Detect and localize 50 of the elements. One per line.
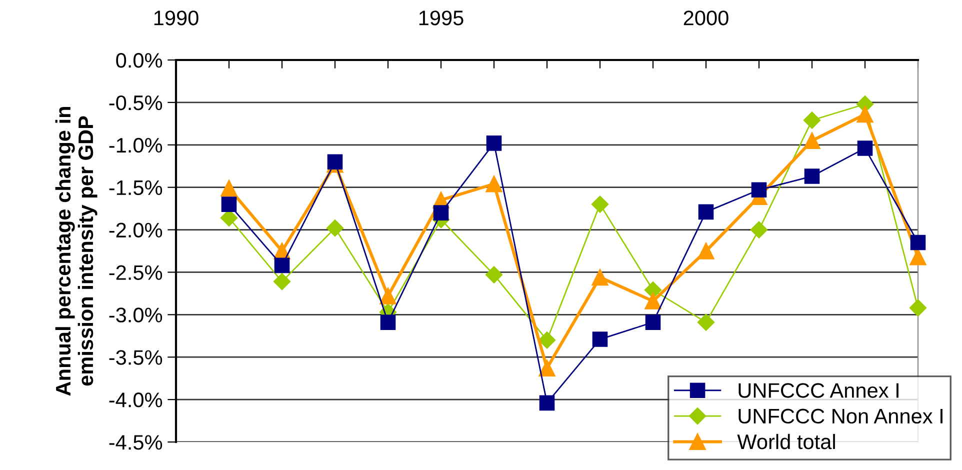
y-tick-label: -2.5%: [109, 265, 162, 280]
point: [591, 196, 609, 213]
point: [486, 176, 502, 192]
point: [433, 205, 449, 220]
point: [697, 314, 715, 331]
point: [221, 196, 237, 212]
legend-label: UNFCCC Annex I: [738, 383, 898, 398]
point: [538, 332, 556, 349]
legend-label: UNFCCC Non Annex I: [738, 408, 942, 424]
x-tick-label: 2000: [684, 10, 728, 26]
point: [326, 220, 344, 237]
point: [539, 395, 555, 411]
point: [698, 242, 714, 260]
y-tick-label: -1.5%: [109, 180, 162, 196]
point: [910, 234, 926, 250]
x-tick-label: 1995: [419, 10, 464, 26]
y-axis-title: Annual percentage change in emission intensity per GDP: [55, 106, 98, 396]
point: [803, 112, 821, 129]
point: [592, 268, 608, 286]
point: [909, 299, 927, 316]
point: [327, 154, 343, 170]
point: [220, 180, 238, 197]
point: [538, 360, 556, 376]
point: [380, 288, 396, 304]
y-tick-label: -3.5%: [109, 350, 162, 365]
point: [804, 168, 820, 184]
legend-label: World total: [737, 434, 835, 450]
y-tick-label: -2.0%: [109, 222, 162, 238]
point: [485, 266, 503, 284]
x-tick-label: 1990: [154, 10, 198, 26]
point: [486, 136, 502, 151]
point: [804, 132, 820, 149]
y-tick-label: -3.0%: [109, 308, 162, 322]
y-tick-label: -4.0%: [109, 392, 162, 408]
point: [645, 314, 661, 330]
point: [592, 332, 608, 347]
point: [857, 140, 873, 156]
point: [698, 204, 714, 220]
point: [274, 258, 290, 274]
point: [856, 106, 874, 123]
point: [380, 314, 396, 330]
point: [273, 273, 291, 290]
y-tick-label: -4.5%: [109, 435, 162, 450]
point: [750, 221, 768, 238]
y-tick-label: 0.0%: [116, 53, 162, 68]
y-tick-label: -0.5%: [109, 95, 162, 110]
point: [910, 248, 926, 266]
y-tick-label: -1.0%: [109, 138, 162, 153]
point: [751, 182, 767, 198]
point: [644, 292, 662, 310]
